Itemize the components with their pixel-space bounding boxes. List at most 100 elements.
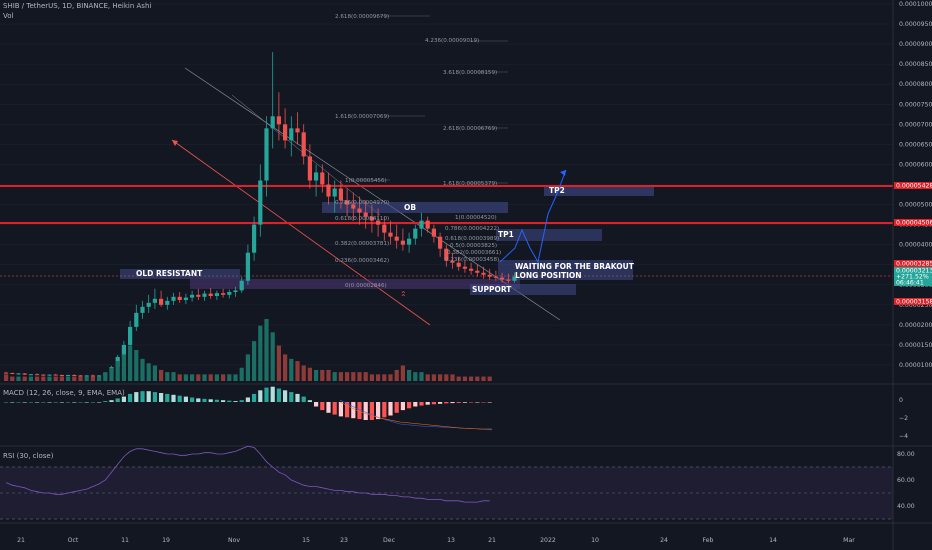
candle-body [252, 224, 257, 253]
volume-bar [115, 361, 120, 381]
volume-bar [152, 365, 157, 381]
macd-bar [171, 394, 176, 402]
volume-bar [258, 325, 263, 381]
volume-bar [475, 376, 480, 381]
candle-body [28, 374, 33, 376]
volume-bar [53, 376, 58, 381]
volume-bars [4, 319, 492, 381]
fib-label: 0.236(0.00003462) [335, 258, 389, 264]
macd-bar [345, 402, 350, 418]
candle-body [4, 372, 9, 374]
macd-bar [202, 398, 207, 402]
candle-body [245, 252, 250, 281]
fib-label: 0(0.00002846) [345, 283, 387, 289]
volume-bar [345, 372, 350, 381]
rsi-label[interactable]: RSI (30, close) [3, 452, 54, 460]
fib-label: 0.236(0.00003458) [445, 257, 499, 263]
volume-bar [295, 361, 300, 381]
macd-bar [320, 402, 325, 411]
fib-label: 0.786(0.00004970) [335, 200, 389, 206]
macd-bar [239, 400, 244, 402]
candle-body [183, 297, 188, 301]
volume-bar [41, 376, 46, 381]
symbol-title[interactable]: SHIB / TetherUS, 1D, BINANCE, Heikin Ash… [3, 2, 152, 10]
channel-mid-line [231, 94, 381, 216]
candle-body [208, 293, 213, 297]
macd-bar [4, 402, 9, 403]
time-tick-label: 15 [302, 537, 310, 544]
candle-body [481, 272, 486, 275]
candle-body [363, 212, 368, 217]
volume-bar [214, 374, 219, 381]
candle-body [10, 373, 15, 375]
volume-bar [47, 376, 52, 381]
candle-body [264, 128, 269, 181]
volume-label[interactable]: Vol [3, 12, 14, 20]
volume-bar [487, 376, 492, 381]
candle-body [394, 236, 399, 241]
candle-body [16, 373, 21, 375]
macd-bar [276, 388, 281, 402]
macd-bar [22, 402, 27, 403]
time-tick-label: Mar [843, 537, 855, 544]
time-tick-label: Oct [68, 537, 79, 544]
fib-label: 3.618(0.00008159) [443, 70, 497, 76]
macd-bar [134, 392, 139, 402]
macd-bar [363, 402, 368, 420]
volume-bar [109, 367, 114, 381]
macd-bar [326, 402, 331, 413]
volume-bar [84, 376, 89, 381]
candle-body [320, 172, 325, 185]
candle-body [301, 132, 306, 157]
ob-zone [322, 202, 508, 213]
candle-body [276, 116, 281, 125]
macd-tick-label: 0 [899, 397, 903, 404]
candle-body [388, 232, 393, 237]
candle-body [97, 375, 102, 377]
volume-bar [183, 374, 188, 381]
candle-body [438, 236, 443, 249]
volume-bar [456, 376, 461, 381]
time-tick-label: 21 [17, 537, 25, 544]
macd-bar [425, 402, 430, 405]
macd-bar [314, 402, 319, 407]
macd-axis: 0 −2 −4 [899, 397, 908, 440]
macd-bar [444, 402, 449, 404]
candle-body [258, 180, 263, 225]
candle-body [462, 266, 467, 269]
macd-bar [456, 402, 461, 403]
tp2-label: TP2 [549, 186, 565, 195]
macd-label[interactable]: MACD (12, 26, close, 9, EMA, EMA) [3, 389, 125, 397]
volume-bar [326, 369, 331, 381]
price-tag [894, 267, 932, 274]
candle-body [400, 240, 405, 245]
volume-bar [363, 372, 368, 381]
candle-body [487, 274, 492, 277]
candle-body [47, 374, 52, 376]
support-zone [190, 279, 520, 289]
candle-body [146, 302, 151, 307]
chart-drawings: ⌃ ⌃ [0, 15, 893, 326]
volume-bar [146, 363, 151, 381]
candle-body [128, 326, 133, 345]
time-tick-label: Nov [228, 537, 240, 544]
price-tag [894, 279, 932, 286]
macd-signal-line [339, 401, 492, 430]
candle-body [190, 294, 195, 298]
volume-bar [97, 376, 102, 381]
price-tag [894, 182, 932, 189]
macd-bar [66, 402, 71, 403]
fib-label: 0.382(0.00003661) [447, 250, 501, 256]
volume-bar [4, 374, 9, 381]
macd-bar [97, 402, 102, 403]
tp2-zone [544, 185, 654, 196]
macd-bar [233, 401, 238, 402]
macd-bar [146, 391, 151, 402]
time-axis[interactable]: 21 Oct 11 19 Nov 15 23 Dec 13 21 2022 10 24 Feb 14 Mar [17, 537, 855, 544]
fib-label: 0.5(0.00003825) [450, 243, 497, 249]
candle-body [134, 312, 139, 327]
